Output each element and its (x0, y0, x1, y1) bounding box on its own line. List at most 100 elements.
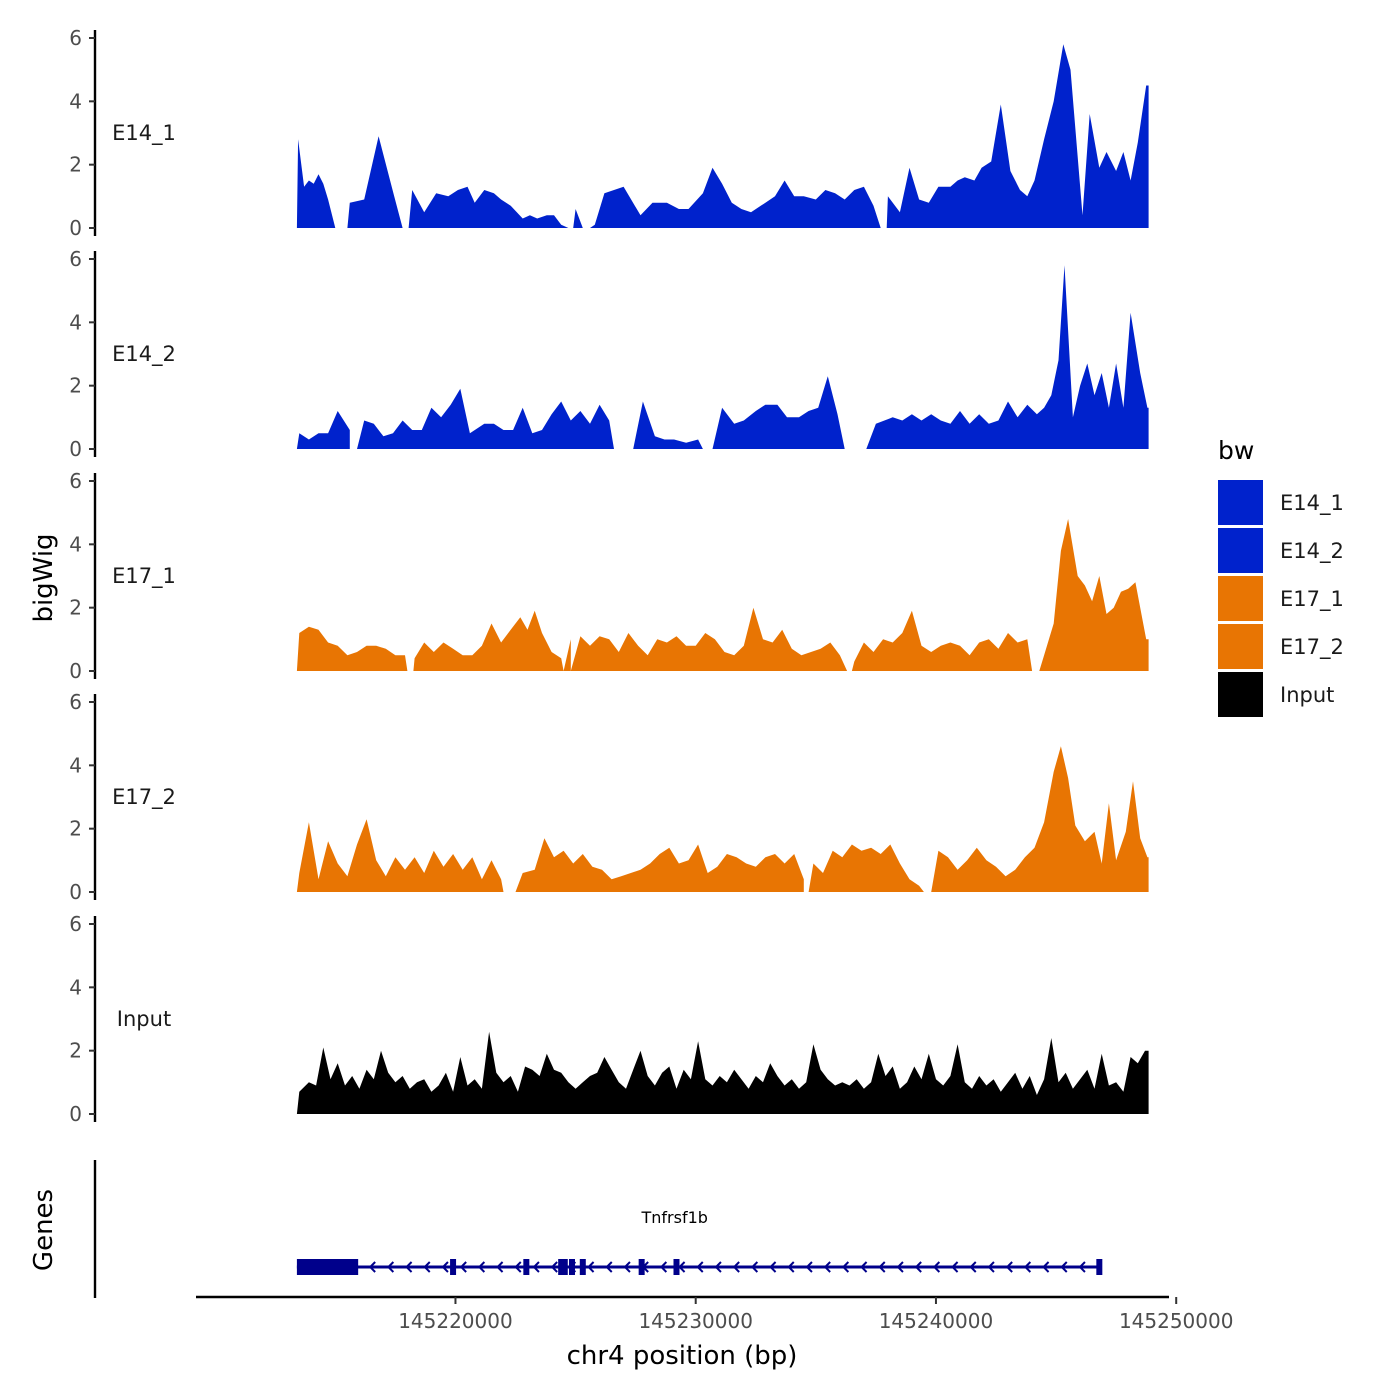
strand-arrow (860, 1261, 868, 1273)
signal-area-E14_2 (296, 265, 1149, 449)
gene-exon (450, 1259, 457, 1275)
legend-swatch-E17_1 (1218, 576, 1263, 621)
y-tick-label: 2 (69, 1039, 82, 1063)
x-axis: 145220000 145230000 145240000 145250000 (196, 1295, 1234, 1333)
strand-arrow (459, 1261, 467, 1273)
strand-arrow (896, 1261, 904, 1273)
strand-arrow (405, 1261, 413, 1273)
signal-area-Input (296, 1031, 1149, 1114)
gene-exon (561, 1259, 568, 1275)
strand-arrow (914, 1261, 922, 1273)
y-tick-label: 2 (69, 596, 82, 620)
track-E14_1: 0 2 4 6 E14_1 (69, 26, 1149, 240)
y-tick-label: 6 (69, 690, 82, 714)
legend-label: E17_1 (1280, 587, 1344, 612)
legend: bw E14_1 E14_2 E17_1 E17_2 Input (1218, 436, 1344, 717)
y-tick-label: 0 (69, 437, 82, 461)
gene-thick-exon (296, 1259, 359, 1275)
y-tick-label: 4 (69, 532, 82, 556)
x-tick-label: 145220000 (398, 1309, 513, 1333)
track-E17_1: 0 2 4 6 E17_1 (69, 469, 1149, 683)
signal-area-E14_1 (296, 44, 1149, 228)
strand-arrow (605, 1261, 613, 1273)
gene-exon (523, 1259, 530, 1275)
strand-arrow (568, 1261, 577, 1273)
y-tick-label: 4 (69, 310, 82, 334)
y-tick-label: 4 (69, 753, 82, 777)
x-axis-title: chr4 position (bp) (567, 1341, 798, 1371)
y-tick-label: 0 (69, 216, 82, 240)
legend-swatch-E14_1 (1218, 480, 1263, 525)
y-tick-label: 4 (69, 89, 82, 113)
strand-arrow (969, 1261, 977, 1273)
strand-arrow (732, 1261, 740, 1273)
y-tick-label: 4 (69, 975, 82, 999)
strand-arrow (532, 1261, 540, 1273)
strand-arrow (386, 1261, 395, 1273)
strand-arrow (1060, 1261, 1068, 1273)
strand-arrow (641, 1261, 649, 1273)
legend-label: Input (1280, 683, 1334, 707)
track-label: E14_2 (112, 342, 176, 367)
strand-arrow (496, 1261, 504, 1273)
strand-arrow (932, 1261, 941, 1273)
strand-arrow (769, 1261, 777, 1273)
track-E17_2: 0 2 4 6 E17_2 (69, 690, 1149, 904)
signal-area-E17_1 (296, 519, 1149, 671)
gene-exon (579, 1259, 586, 1275)
strand-arrow (1042, 1261, 1050, 1273)
y-tick-label: 6 (69, 247, 82, 271)
strand-arrow (587, 1261, 595, 1273)
strand-arrow (623, 1261, 631, 1273)
strand-arrow (368, 1261, 376, 1273)
strand-arrow (514, 1261, 522, 1273)
legend-swatch-Input (1218, 672, 1263, 717)
strand-arrow (714, 1261, 722, 1273)
strand-arrow (987, 1261, 995, 1273)
strand-arrow (696, 1261, 704, 1273)
strand-arrow (423, 1261, 431, 1273)
strand-arrow (1078, 1261, 1086, 1273)
gene-name-label: Tnfrsf1b (640, 1208, 707, 1227)
gene-exon (638, 1259, 645, 1275)
strand-arrow (805, 1261, 813, 1273)
legend-title: bw (1218, 436, 1254, 465)
strand-arrow (659, 1261, 668, 1273)
strand-arrow (823, 1261, 831, 1273)
signal-tracks: 0 2 4 6 E14_1 0 2 4 6 E14_2 0 2 4 6 E17_1 0 2 4 6 E17_2 0 2 4 6… (69, 26, 1149, 1126)
y-tick-label: 2 (69, 374, 82, 398)
strand-arrow (678, 1261, 686, 1273)
y-tick-label: 6 (69, 26, 82, 50)
y-axis-title: bigWig (29, 533, 59, 622)
y-tick-label: 0 (69, 1102, 82, 1126)
gene-exon (568, 1259, 575, 1275)
strand-arrow (441, 1261, 449, 1273)
y-tick-label: 6 (69, 912, 82, 936)
legend-label: E14_1 (1280, 491, 1344, 516)
y-tick-label: 2 (69, 817, 82, 841)
genes-axis-title: Genes (29, 1189, 59, 1271)
legend-label: E14_2 (1280, 539, 1344, 564)
y-tick-label: 0 (69, 659, 82, 683)
strand-arrow (550, 1261, 558, 1273)
gene-exon (673, 1259, 680, 1275)
strand-arrow (477, 1261, 486, 1273)
gene-exon (1096, 1259, 1103, 1275)
legend-label: E17_2 (1280, 635, 1344, 660)
strand-arrow (841, 1261, 850, 1273)
track-label: E17_2 (112, 785, 176, 810)
track-label: E14_1 (112, 121, 176, 146)
x-tick-label: 145240000 (879, 1309, 994, 1333)
strand-arrow (878, 1261, 886, 1273)
x-tick-label: 145250000 (1119, 1309, 1234, 1333)
gene-track: Tnfrsf1b (93, 1160, 1103, 1298)
strand-arrow (1005, 1261, 1013, 1273)
strand-arrow (750, 1261, 759, 1273)
strand-arrow (787, 1261, 795, 1273)
y-tick-label: 6 (69, 469, 82, 493)
gene-exon (558, 1259, 565, 1275)
y-tick-label: 0 (69, 880, 82, 904)
track-label: Input (117, 1007, 171, 1031)
strand-arrow (951, 1261, 959, 1273)
